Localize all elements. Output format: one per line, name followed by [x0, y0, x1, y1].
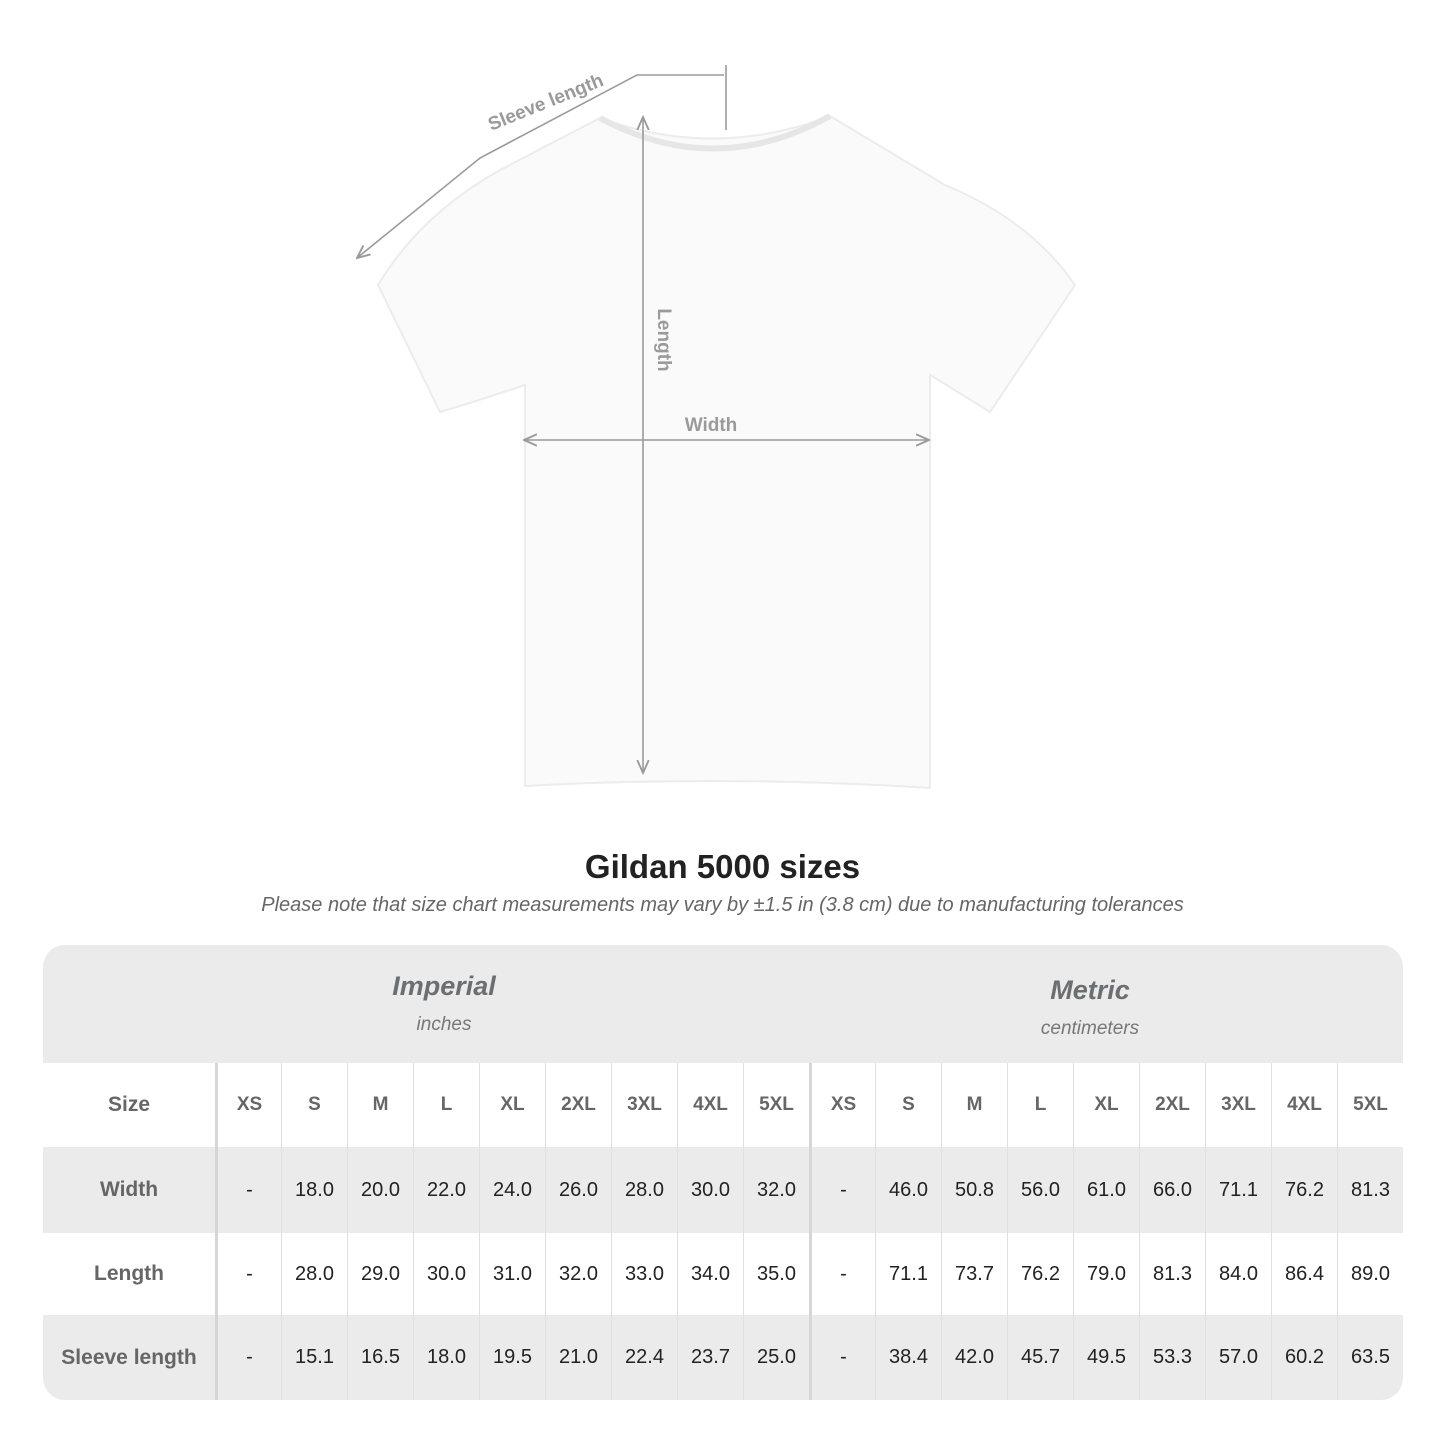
metric-value-cell: 66.0	[1139, 1147, 1205, 1233]
metric-size-header: 5XL	[1337, 1063, 1403, 1147]
metric-value-cell: 46.0	[875, 1147, 941, 1233]
imperial-value-cell: 28.0	[611, 1147, 677, 1233]
metric-value-cell: 81.3	[1139, 1233, 1205, 1315]
imperial-size-header: 3XL	[611, 1063, 677, 1147]
metric-value-cell: 81.3	[1337, 1147, 1403, 1233]
imperial-value-cell: 34.0	[677, 1233, 743, 1315]
metric-value-cell: 63.5	[1337, 1315, 1403, 1400]
imperial-value-cell: 32.0	[743, 1147, 809, 1233]
imperial-value-cell: 30.0	[677, 1147, 743, 1233]
metric-value-cell: 60.2	[1271, 1315, 1337, 1400]
imperial-value-cell: 33.0	[611, 1233, 677, 1315]
metric-value-cell: 76.2	[1271, 1147, 1337, 1233]
metric-value-cell: 76.2	[1007, 1233, 1073, 1315]
imperial-value-cell: -	[215, 1233, 281, 1315]
metric-value-cell: 79.0	[1073, 1233, 1139, 1315]
metric-size-header: S	[875, 1063, 941, 1147]
metric-value-cell: 57.0	[1205, 1315, 1271, 1400]
metric-value-cell: 45.7	[1007, 1315, 1073, 1400]
metric-value-cell: 53.3	[1139, 1315, 1205, 1400]
metric-value-cell: 86.4	[1271, 1233, 1337, 1315]
imperial-value-cell: 18.0	[281, 1147, 347, 1233]
imperial-size-header: XS	[215, 1063, 281, 1147]
imperial-size-header: XL	[479, 1063, 545, 1147]
metric-value-cell: 73.7	[941, 1233, 1007, 1315]
imperial-value-cell: 23.7	[677, 1315, 743, 1400]
metric-value-cell: 38.4	[875, 1315, 941, 1400]
size-table: Imperial inches Metric centimeters Size X…	[43, 945, 1403, 1400]
imperial-value-cell: 20.0	[347, 1147, 413, 1233]
row-label: Width	[99, 1178, 159, 1201]
metric-size-header: M	[941, 1063, 1007, 1147]
metric-size-header: 3XL	[1205, 1063, 1271, 1147]
table-row: Length -28.0 29.0 30.0 31.0 32.0 33.0 34.0 35.0-…	[43, 1233, 1403, 1315]
imperial-size-header: S	[281, 1063, 347, 1147]
imperial-value-cell: 35.0	[743, 1233, 809, 1315]
imperial-value-cell: 22.4	[611, 1315, 677, 1400]
metric-title: Metric	[1050, 975, 1130, 1005]
metric-value-cell: -	[809, 1315, 875, 1400]
imperial-value-cell: 18.0	[413, 1315, 479, 1400]
imperial-value-cell: 31.0	[479, 1233, 545, 1315]
metric-value-cell: 84.0	[1205, 1233, 1271, 1315]
table-row: Width -18.0 20.0 22.0 24.0 26.0 28.0 30.0 32.0-4…	[43, 1147, 1403, 1233]
metric-value-cell: 61.0	[1073, 1147, 1139, 1233]
width-label: Width	[685, 415, 738, 436]
tshirt-diagram: Sleeve length Length Width	[0, 65, 1077, 790]
imperial-value-cell: 30.0	[413, 1233, 479, 1315]
metric-value-cell: 42.0	[941, 1315, 1007, 1400]
sleeve-measure-line	[357, 74, 724, 258]
unit-header-band	[43, 945, 1403, 1063]
imperial-value-cell: -	[215, 1315, 281, 1400]
row-label: Sleeve length	[61, 1345, 197, 1369]
imperial-value-cell: 26.0	[545, 1147, 611, 1233]
metric-unit: centimeters	[1040, 1018, 1140, 1039]
metric-size-header: 2XL	[1139, 1063, 1205, 1147]
imperial-value-cell: 19.5	[479, 1315, 545, 1400]
metric-value-cell: -	[809, 1233, 875, 1315]
metric-value-cell: -	[809, 1147, 875, 1233]
metric-value-cell: 89.0	[1337, 1233, 1403, 1315]
length-label: Length	[653, 308, 674, 371]
imperial-value-cell: 29.0	[347, 1233, 413, 1315]
imperial-size-header: 5XL	[743, 1063, 809, 1147]
imperial-value-cell: 25.0	[743, 1315, 809, 1400]
chart-title: Gildan 5000 sizes	[584, 848, 861, 885]
imperial-unit: inches	[416, 1014, 472, 1035]
metric-value-cell: 49.5	[1073, 1315, 1139, 1400]
metric-size-header: XL	[1073, 1063, 1139, 1147]
size-header-row: Size XS S M L XL 2XL 3XL 4XL 5XL XS S M L XL 2XL 3XL 4XL 5…	[43, 1063, 1403, 1147]
metric-size-header: L	[1007, 1063, 1073, 1147]
imperial-value-cell: 22.0	[413, 1147, 479, 1233]
metric-value-cell: 56.0	[1007, 1147, 1073, 1233]
imperial-group-header: Imperial inches	[215, 971, 673, 1036]
size-column-header: Size	[107, 1093, 151, 1116]
imperial-value-cell: -	[215, 1147, 281, 1233]
imperial-value-cell: 21.0	[545, 1315, 611, 1400]
metric-value-cell: 71.1	[875, 1233, 941, 1315]
imperial-size-header: 4XL	[677, 1063, 743, 1147]
metric-value-cell: 71.1	[1205, 1147, 1271, 1233]
tolerance-note: Please note that size chart measurements…	[261, 894, 1184, 916]
metric-group-header: Metric centimeters	[810, 975, 1370, 1040]
imperial-value-cell: 24.0	[479, 1147, 545, 1233]
imperial-value-cell: 28.0	[281, 1233, 347, 1315]
tshirt-shape	[376, 114, 1077, 790]
imperial-size-header: L	[413, 1063, 479, 1147]
row-label: Length	[94, 1262, 164, 1285]
imperial-value-cell: 32.0	[545, 1233, 611, 1315]
metric-size-header: XS	[809, 1063, 875, 1147]
table-row: Sleeve length -15.1 16.5 18.0 19.5 21.0 22.4 23…	[43, 1315, 1403, 1400]
metric-value-cell: 50.8	[941, 1147, 1007, 1233]
imperial-value-cell: 15.1	[281, 1315, 347, 1400]
metric-size-header: 4XL	[1271, 1063, 1337, 1147]
imperial-value-cell: 16.5	[347, 1315, 413, 1400]
imperial-size-header: 2XL	[545, 1063, 611, 1147]
imperial-title: Imperial	[392, 971, 496, 1001]
imperial-size-header: M	[347, 1063, 413, 1147]
